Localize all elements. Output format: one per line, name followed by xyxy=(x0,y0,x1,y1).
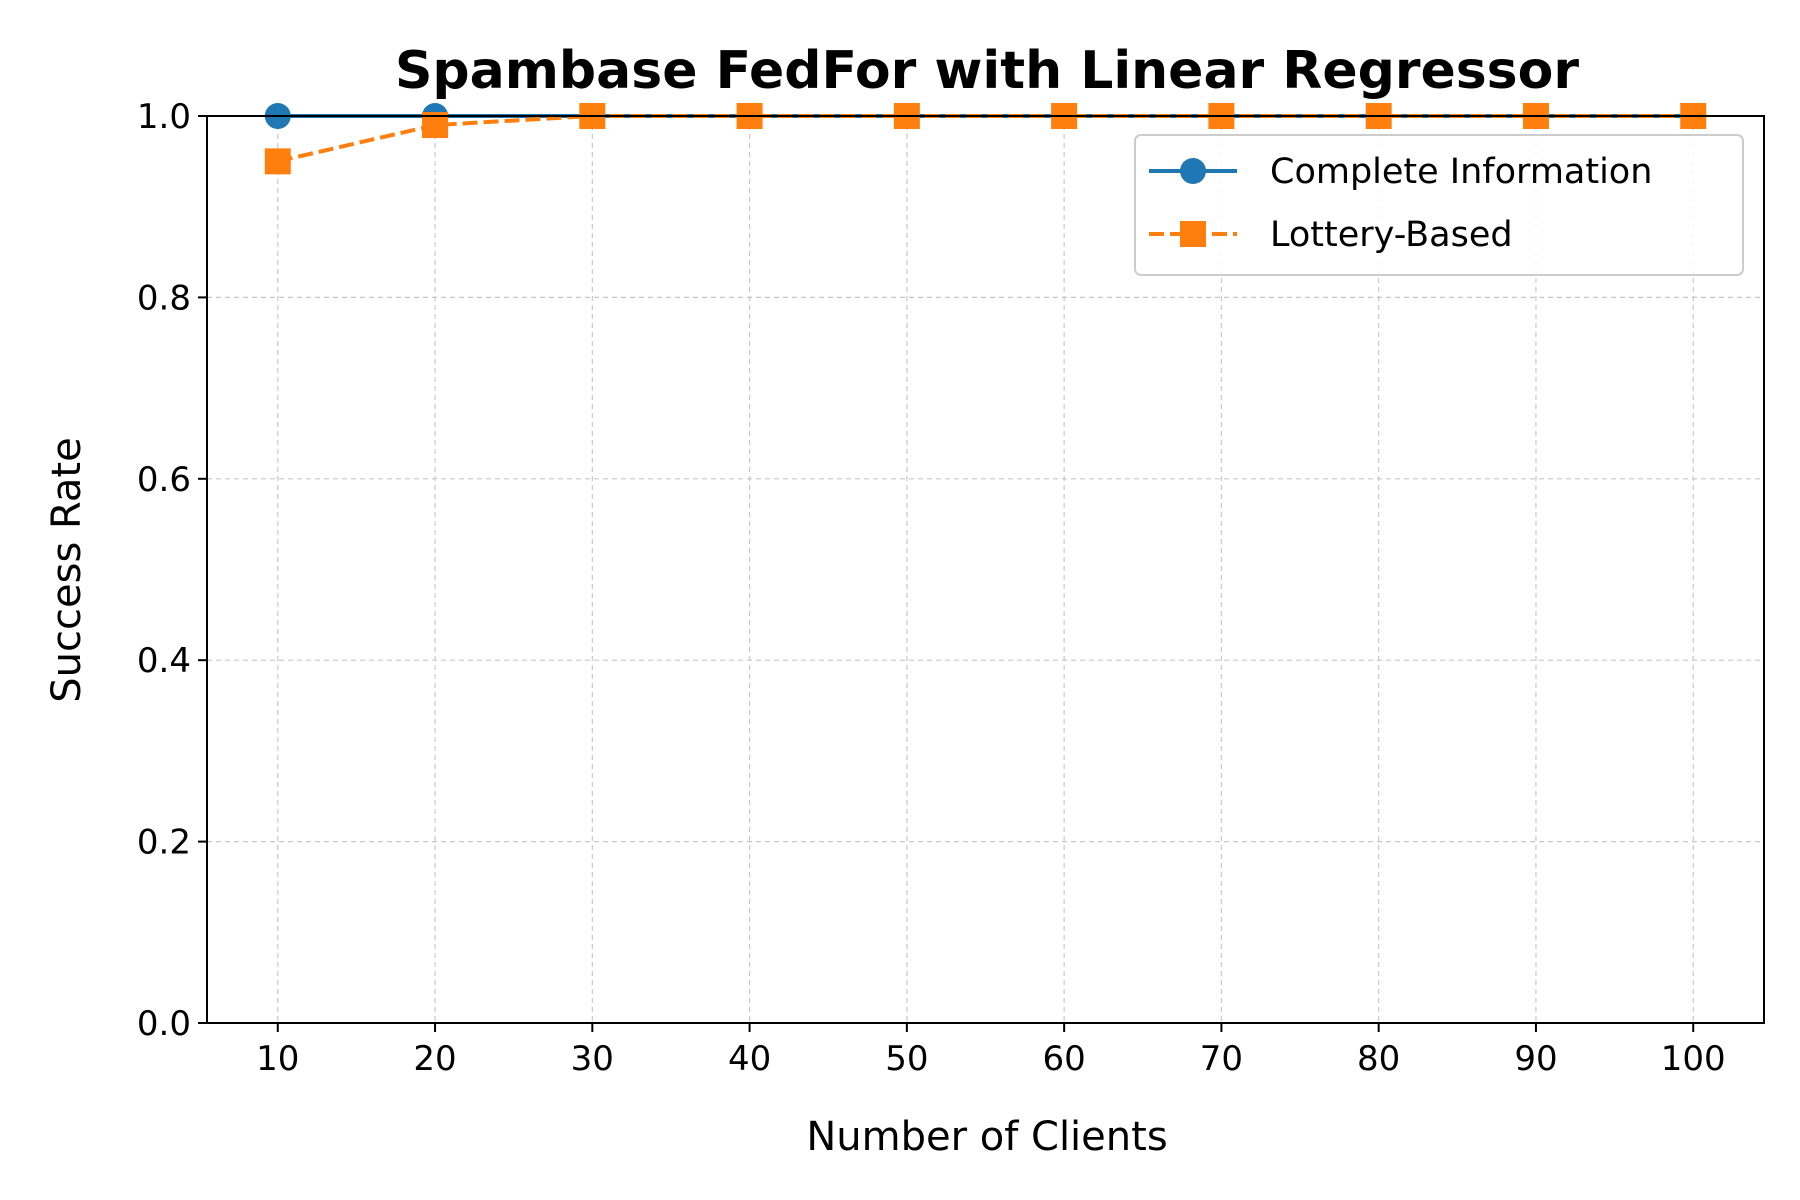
legend-marker xyxy=(1180,158,1206,184)
x-tick-label: 30 xyxy=(571,1039,614,1079)
x-tick-label: 40 xyxy=(728,1039,771,1079)
legend-label: Lottery-Based xyxy=(1270,215,1513,255)
chart-title: Spambase FedFor with Linear Regressor xyxy=(395,41,1579,101)
legend: Complete Information Lottery-Based xyxy=(1134,134,1744,276)
y-tick-label: 1.0 xyxy=(137,97,191,137)
x-tick-label: 80 xyxy=(1357,1039,1400,1079)
grid xyxy=(207,115,1764,1024)
legend-marker xyxy=(1180,221,1206,247)
x-tick-label: 90 xyxy=(1514,1039,1557,1079)
x-axis-label: Number of Clients xyxy=(806,1114,1167,1160)
y-tick-label: 0.8 xyxy=(137,278,191,318)
ticks: 10 20 30 40 50 60 70 80 90 100 0.0 0.2 0.4 0.6 0.8 1.0 xyxy=(137,97,1726,1079)
legend-label: Complete Information xyxy=(1270,152,1652,192)
y-tick-label: 0.0 xyxy=(137,1004,191,1044)
y-tick-label: 0.6 xyxy=(137,460,191,500)
y-axis-label: Success Rate xyxy=(44,437,90,702)
x-tick-label: 20 xyxy=(413,1039,456,1079)
x-tick-label: 10 xyxy=(256,1039,299,1079)
data-point xyxy=(264,148,291,175)
x-tick-label: 70 xyxy=(1200,1039,1243,1079)
x-tick-label: 50 xyxy=(885,1039,928,1079)
x-tick-label: 60 xyxy=(1043,1039,1086,1079)
x-tick-label: 100 xyxy=(1661,1039,1726,1079)
plot-frame xyxy=(206,115,1765,1024)
legend-box xyxy=(1134,134,1744,276)
y-tick-label: 0.4 xyxy=(137,641,191,681)
y-tick-label: 0.2 xyxy=(137,823,191,863)
